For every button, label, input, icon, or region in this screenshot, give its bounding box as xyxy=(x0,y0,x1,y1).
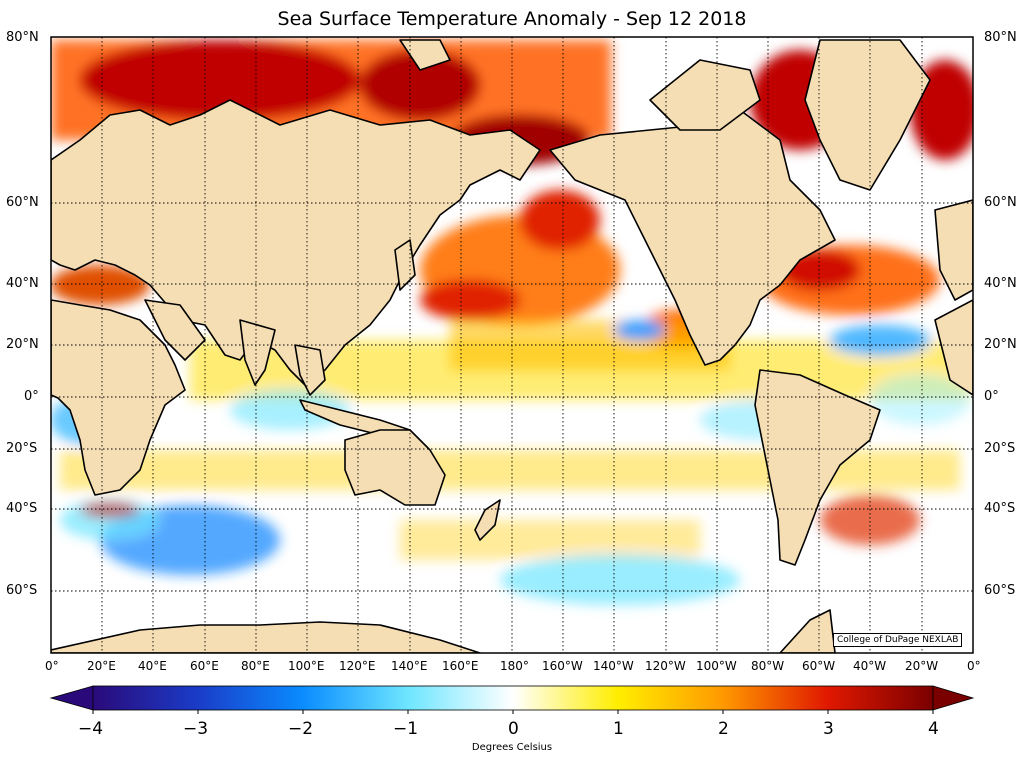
new-zealand xyxy=(474,499,501,541)
colorbar-high-extend xyxy=(932,685,975,711)
lon-label: 20°E xyxy=(87,659,116,673)
lat-label-left: 60°S xyxy=(6,583,38,598)
southeast-asia xyxy=(294,344,326,396)
lon-label: 60°E xyxy=(190,659,219,673)
lon-label: 100°E xyxy=(288,659,325,673)
colorbar-units-label: Degrees Celsius xyxy=(471,742,553,753)
credit-label: College of DuPage NEXLAB xyxy=(833,633,963,647)
lon-label: 140°E xyxy=(391,659,428,673)
india xyxy=(239,319,276,386)
lon-label: 80°E xyxy=(241,659,270,673)
colorbar-bar xyxy=(92,685,934,711)
map-frame xyxy=(50,36,974,654)
africa-west xyxy=(934,299,973,396)
lat-label-right: 20°S xyxy=(984,441,1016,456)
colorbar-low-extend xyxy=(49,685,94,711)
lon-label: 160°E xyxy=(442,659,479,673)
lon-label: 0° xyxy=(967,659,981,673)
lat-label-right: 20°N xyxy=(984,337,1017,352)
lon-label: 140°W xyxy=(593,659,634,673)
map-area xyxy=(51,37,973,653)
europe-west xyxy=(934,199,973,301)
colorbar-tick-label: −2 xyxy=(288,719,314,739)
lat-label-left: 40°N xyxy=(6,276,39,291)
colorbar-tick-label: −4 xyxy=(78,719,104,739)
antarctica xyxy=(51,621,481,653)
lon-label: 100°W xyxy=(696,659,737,673)
antarctic-peninsula xyxy=(779,609,836,653)
colorbar-tick-label: 0 xyxy=(508,719,519,739)
lon-label: 60°W xyxy=(802,659,836,673)
lat-label-right: 80°N xyxy=(984,30,1017,45)
lon-label: 160°W xyxy=(542,659,583,673)
colorbar-tick-label: −3 xyxy=(183,719,209,739)
arabia xyxy=(144,299,206,361)
graticule xyxy=(51,37,973,653)
land-masses xyxy=(51,39,973,653)
colorbar-tick-label: 4 xyxy=(928,719,939,739)
lat-label-right: 60°N xyxy=(984,195,1017,210)
lon-label: 120°E xyxy=(339,659,376,673)
lat-label-left: 0° xyxy=(24,389,39,404)
arctic-islands xyxy=(649,59,761,131)
colorbar-tick-label: −1 xyxy=(393,719,419,739)
lon-label: 40°W xyxy=(853,659,887,673)
lon-label: 80°W xyxy=(751,659,785,673)
lat-label-left: 20°S xyxy=(6,441,38,456)
lat-label-right: 0° xyxy=(984,389,999,404)
africa xyxy=(51,299,186,496)
lat-label-left: 40°S xyxy=(6,501,38,516)
page-title: Sea Surface Temperature Anomaly - Sep 12… xyxy=(277,8,747,30)
lat-label-right: 40°N xyxy=(984,276,1017,291)
lon-label: 40°E xyxy=(138,659,167,673)
lon-label: 180° xyxy=(500,659,529,673)
svalbard-novaya xyxy=(399,39,451,71)
colorbar xyxy=(49,685,975,714)
lon-label: 0° xyxy=(45,659,59,673)
lat-label-left: 20°N xyxy=(6,337,39,352)
colorbar-tick-label: 1 xyxy=(613,719,624,739)
lon-label: 20°W xyxy=(905,659,939,673)
colorbar-tick-label: 2 xyxy=(718,719,729,739)
colorbar-tick-label: 3 xyxy=(823,719,834,739)
lat-label-left: 80°N xyxy=(6,30,39,45)
south-america xyxy=(754,369,881,566)
lat-label-right: 40°S xyxy=(984,501,1016,516)
lat-label-right: 60°S xyxy=(984,583,1016,598)
lon-label: 120°W xyxy=(645,659,686,673)
lat-label-left: 60°N xyxy=(6,195,39,210)
